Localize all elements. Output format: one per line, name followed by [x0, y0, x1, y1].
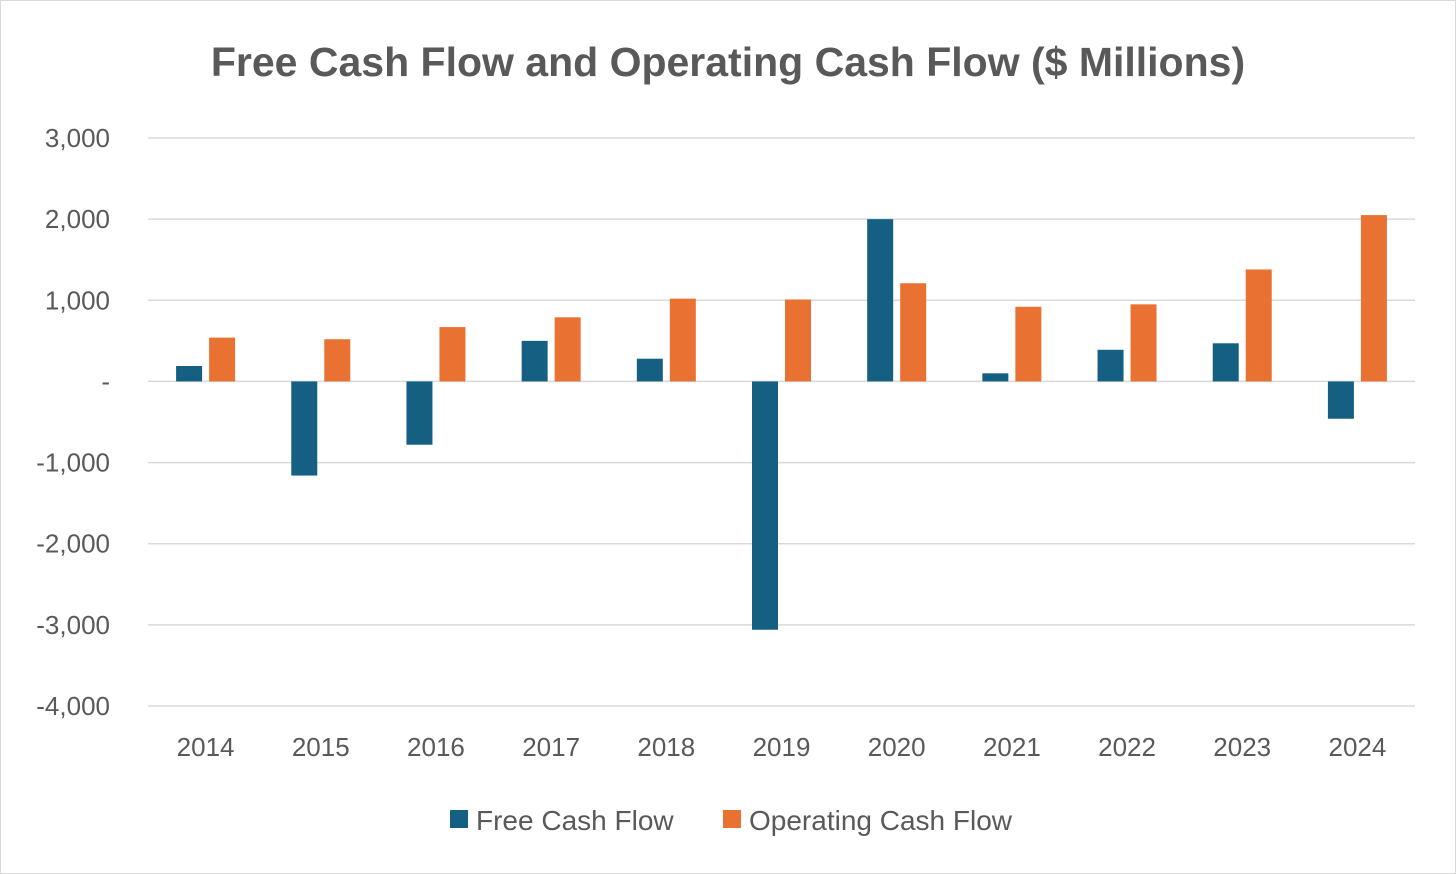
x-tick-label: 2024	[1328, 732, 1386, 762]
operating-cash-flow-bar-2017	[554, 317, 581, 382]
x-tick-label: 2014	[177, 732, 235, 762]
y-tick-label: -3,000	[36, 610, 110, 640]
free-cash-flow-bar-2014	[176, 366, 203, 382]
chart-title: Free Cash Flow and Operating Cash Flow (…	[211, 39, 1245, 85]
x-tick-label: 2016	[407, 732, 465, 762]
x-tick-label: 2020	[868, 732, 926, 762]
y-tick-label: 3,000	[45, 123, 110, 153]
x-tick-label: 2021	[983, 732, 1041, 762]
free-cash-flow-bar-2021	[982, 373, 1009, 382]
free-cash-flow-bar-2019	[752, 381, 778, 630]
legend-label-operating-cash-flow: Operating Cash Flow	[749, 805, 1013, 836]
operating-cash-flow-bar-2023	[1245, 269, 1272, 382]
y-tick-label: -	[101, 366, 110, 396]
x-tick-label: 2018	[637, 732, 695, 762]
operating-cash-flow-bar-2021	[1015, 306, 1042, 382]
operating-cash-flow-bar-2015	[324, 339, 351, 382]
operating-cash-flow-bar-2024	[1360, 215, 1387, 382]
operating-cash-flow-bar-2016	[439, 327, 466, 382]
y-tick-label: 2,000	[45, 204, 110, 234]
legend-label-free-cash-flow: Free Cash Flow	[476, 805, 674, 836]
free-cash-flow-bar-2022	[1097, 349, 1124, 382]
x-tick-label: 2017	[522, 732, 580, 762]
free-cash-flow-bar-2024	[1327, 381, 1354, 419]
free-cash-flow-bar-2023	[1212, 343, 1239, 382]
free-cash-flow-bar-2017	[521, 340, 548, 382]
operating-cash-flow-bar-2020	[900, 283, 927, 382]
x-axis-tick-labels: 2014 2015 2016 2017 2018 2019 2020 2021 2022 2023…	[177, 732, 1387, 762]
legend-swatch-free-cash-flow	[450, 810, 468, 828]
x-tick-label: 2022	[1098, 732, 1156, 762]
y-tick-label: -1,000	[36, 448, 110, 478]
free-cash-flow-bar-2016	[406, 381, 433, 445]
y-tick-label: -4,000	[36, 691, 110, 721]
legend-swatch-operating-cash-flow	[723, 810, 741, 828]
y-tick-label: 1,000	[45, 285, 110, 315]
operating-cash-flow-bar-2022	[1130, 304, 1157, 382]
x-tick-label: 2015	[292, 732, 350, 762]
free-cash-flow-bar-2018	[636, 358, 663, 382]
operating-cash-flow-bar-2018	[669, 298, 696, 382]
operating-cash-flow-bar-2014	[209, 337, 236, 382]
x-tick-label: 2019	[753, 732, 811, 762]
free-cash-flow-bar-2020	[867, 219, 894, 382]
y-tick-label: -2,000	[36, 529, 110, 559]
free-cash-flow-bar-2015	[291, 381, 318, 476]
y-axis-tick-labels: 3,000 2,000 1,000 - -1,000 -2,000 -3,000 -4,000	[36, 123, 110, 721]
legend: Free Cash Flow Operating Cash Flow	[450, 805, 1013, 836]
x-tick-label: 2023	[1213, 732, 1271, 762]
bars	[176, 215, 1387, 630]
operating-cash-flow-bar-2019	[785, 299, 811, 382]
gridlines	[148, 137, 1415, 707]
